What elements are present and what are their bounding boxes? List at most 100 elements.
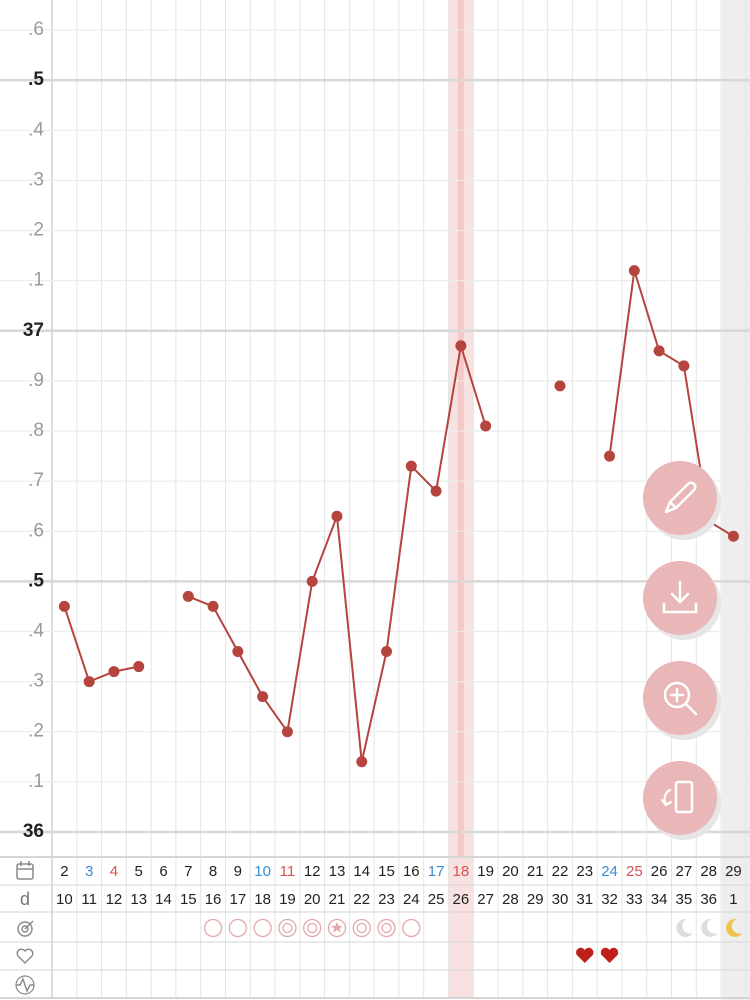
date-label: 18 bbox=[453, 863, 470, 880]
cycle-day: 1 bbox=[729, 891, 737, 908]
temperature-point bbox=[405, 460, 417, 472]
ovulation-test bbox=[352, 918, 371, 938]
date-label: 15 bbox=[378, 863, 395, 880]
sleep-icon bbox=[726, 918, 743, 937]
date-label: 10 bbox=[254, 863, 271, 880]
ovulation-test-inner bbox=[307, 922, 318, 934]
temperature-point bbox=[281, 726, 293, 738]
y-tick-label: .6 bbox=[28, 19, 44, 40]
temperature-point bbox=[356, 756, 368, 768]
rows: d 21031141251361471581691710181119122013… bbox=[0, 856, 750, 999]
y-tick-label: .1 bbox=[28, 771, 44, 792]
temperature-point bbox=[133, 661, 145, 673]
symptom-icon-ring bbox=[15, 975, 35, 995]
cycle-day: 30 bbox=[552, 891, 569, 908]
temperature-point bbox=[604, 450, 616, 462]
cycle-day: 29 bbox=[527, 891, 544, 908]
cycle-day: 11 bbox=[81, 891, 97, 908]
temperature-point bbox=[678, 360, 690, 372]
y-tick-label: .6 bbox=[28, 520, 44, 541]
ovulation-test bbox=[303, 918, 322, 938]
y-tick-label: 37 bbox=[23, 320, 44, 341]
cycle-day: 32 bbox=[601, 891, 618, 908]
date-label: 12 bbox=[304, 863, 321, 880]
cycle-day: 15 bbox=[180, 891, 197, 908]
rotate-button[interactable] bbox=[643, 761, 721, 840]
intercourse-icon bbox=[576, 947, 594, 963]
ovulation-test bbox=[228, 918, 248, 938]
cycle-day: 33 bbox=[626, 891, 643, 908]
ovulation-test bbox=[402, 918, 421, 938]
temperature-point bbox=[232, 646, 244, 658]
temperature-point bbox=[182, 590, 194, 602]
temperature-point bbox=[108, 666, 120, 678]
ovulation-test bbox=[203, 918, 223, 938]
date-label: 21 bbox=[527, 863, 544, 880]
edit-button[interactable] bbox=[643, 461, 721, 540]
date-label: 22 bbox=[552, 863, 569, 880]
intercourse-icon bbox=[600, 947, 619, 963]
y-tick-label: .2 bbox=[28, 220, 44, 241]
download-button[interactable] bbox=[643, 561, 721, 640]
temperature-point bbox=[628, 265, 640, 277]
cycle-day: 14 bbox=[155, 891, 172, 908]
cycle-day: 25 bbox=[428, 891, 445, 908]
temperature-point bbox=[58, 600, 70, 612]
date-label: 20 bbox=[502, 863, 519, 880]
ovulation-icon bbox=[17, 920, 34, 937]
date-label: 17 bbox=[428, 863, 445, 880]
temperature-point bbox=[83, 676, 95, 688]
date-label: 24 bbox=[601, 863, 618, 880]
cycle-day: 12 bbox=[106, 891, 123, 908]
date-label: 13 bbox=[329, 863, 346, 880]
ovulation-test bbox=[253, 918, 272, 938]
temperature-point bbox=[653, 345, 665, 357]
ovulation-test bbox=[278, 918, 297, 938]
date-label: 6 bbox=[159, 863, 167, 880]
y-tick-label: .7 bbox=[28, 470, 44, 491]
cycle-day: 26 bbox=[453, 891, 470, 908]
cycle-day: 31 bbox=[576, 891, 593, 908]
y-tick-label: .4 bbox=[28, 620, 44, 641]
date-label: 23 bbox=[576, 863, 593, 880]
date-label: 2 bbox=[60, 863, 68, 880]
y-tick-label: .5 bbox=[28, 570, 44, 591]
y-tick-label: .9 bbox=[28, 370, 44, 391]
date-label: 11 bbox=[280, 863, 296, 880]
y-tick-label: .8 bbox=[28, 420, 44, 441]
date-label: 8 bbox=[209, 863, 217, 880]
date-label: 9 bbox=[234, 863, 242, 880]
y-tick-label: .3 bbox=[28, 671, 44, 692]
date-label: 26 bbox=[651, 863, 668, 880]
future-shade bbox=[722, 0, 750, 1000]
cycle-day: 10 bbox=[56, 891, 73, 908]
cycle-day: 27 bbox=[477, 891, 494, 908]
y-tick-label: 36 bbox=[23, 821, 44, 842]
date-label: 29 bbox=[725, 863, 742, 880]
cycle-day: 19 bbox=[279, 891, 296, 908]
ovulation-test bbox=[327, 918, 347, 938]
cycle-day: 34 bbox=[651, 891, 668, 908]
cycle-day: 17 bbox=[230, 891, 247, 908]
y-tick-label: .1 bbox=[28, 270, 44, 291]
action-buttons bbox=[643, 461, 721, 840]
cycle-day: 28 bbox=[502, 891, 519, 908]
date-label: 14 bbox=[353, 863, 370, 880]
temperature-point bbox=[381, 646, 393, 658]
date-label: 4 bbox=[110, 863, 118, 880]
cycle-day: 21 bbox=[329, 891, 346, 908]
zoom-button[interactable] bbox=[643, 661, 721, 740]
cycle-day: 18 bbox=[254, 891, 271, 908]
temperature-point bbox=[306, 575, 318, 587]
temperature-point bbox=[331, 510, 343, 522]
y-tick-label: .2 bbox=[28, 721, 44, 742]
date-label: 28 bbox=[700, 863, 717, 880]
date-label: 19 bbox=[477, 863, 494, 880]
date-label: 5 bbox=[135, 863, 143, 880]
temperature-point bbox=[455, 340, 467, 352]
sleep-icon bbox=[701, 918, 718, 937]
heart-icon bbox=[16, 948, 34, 964]
temperature-point bbox=[430, 485, 442, 497]
date-label: 27 bbox=[676, 863, 693, 880]
